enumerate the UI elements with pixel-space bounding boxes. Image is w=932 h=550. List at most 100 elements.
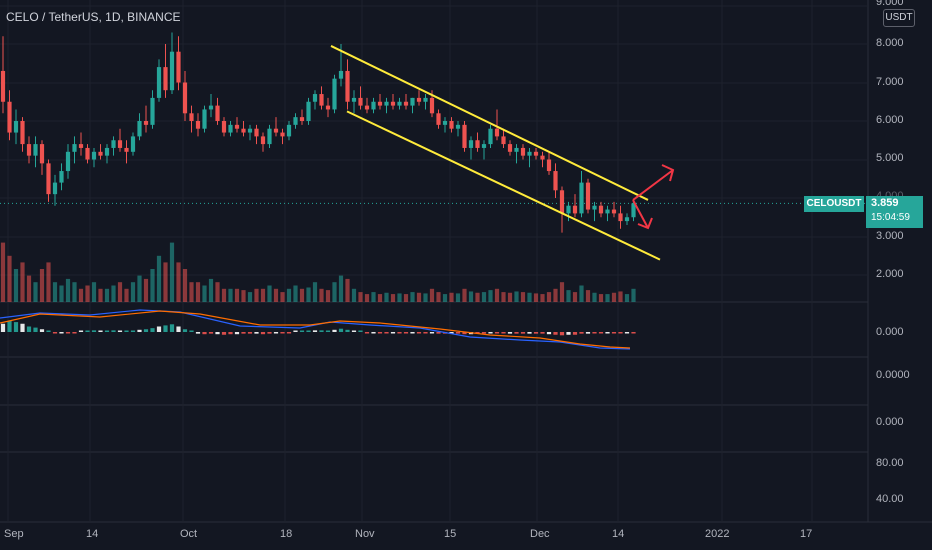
macd-histogram-bar <box>267 332 272 334</box>
macd-histogram-bar <box>241 332 246 334</box>
macd-histogram-bar <box>351 330 357 332</box>
macd-histogram-bar <box>559 332 565 336</box>
candle-down <box>585 182 591 210</box>
candle-down <box>429 97 435 114</box>
volume-bar <box>403 294 409 302</box>
macd-histogram-bar <box>215 332 220 335</box>
volume-bar <box>221 288 227 302</box>
macd-histogram-bar <box>455 332 461 334</box>
candle-down <box>163 67 168 91</box>
price-tick-7: 7.000 <box>876 76 904 88</box>
macd-histogram-bar <box>98 330 103 332</box>
candle-down <box>182 82 188 114</box>
volume-bar <box>468 291 474 302</box>
volume-bar <box>241 290 246 302</box>
macd-histogram-bar <box>371 332 376 334</box>
volume-bar <box>299 288 305 302</box>
volume-bar <box>13 269 19 302</box>
macd-histogram-bar <box>293 330 298 332</box>
macd-histogram-bar <box>137 329 142 332</box>
macd-histogram-bar <box>130 330 136 332</box>
macd-histogram-bar <box>72 332 77 334</box>
macd-histogram-bar <box>429 332 435 334</box>
macd-histogram-bar <box>449 332 454 334</box>
candle-up <box>624 217 630 222</box>
macd-histogram-bar <box>585 332 591 334</box>
candle-down <box>143 121 149 125</box>
volume-bar <box>501 292 506 302</box>
candle-down <box>20 121 25 145</box>
volume-bar <box>410 292 415 302</box>
candle-down <box>26 144 32 156</box>
volume-bar <box>358 292 363 302</box>
candle-up <box>293 117 298 125</box>
candle-down <box>98 151 103 156</box>
macd-histogram-bar <box>618 332 623 334</box>
candle-down <box>221 121 227 133</box>
macd-histogram-bar <box>572 332 578 335</box>
candle-up <box>312 94 318 102</box>
candle-up <box>150 97 155 125</box>
macd-histogram-bar <box>540 332 545 334</box>
volume-bar <box>533 293 539 302</box>
candle-up <box>481 144 487 148</box>
last-price-box: 3.859 15:04:59 <box>866 196 923 228</box>
volume-bar <box>33 282 38 302</box>
macd-histogram-bar <box>338 328 344 332</box>
macd-histogram-bar <box>624 332 630 334</box>
candle-down <box>345 70 350 102</box>
currency-button[interactable]: USDT <box>883 9 915 27</box>
candle-down <box>364 105 370 110</box>
candle-up <box>65 151 71 172</box>
volume-bar <box>247 292 253 302</box>
macd-histogram-bar <box>416 332 422 334</box>
candle-up <box>137 121 142 137</box>
rsi-tick-40: 40.00 <box>876 493 904 505</box>
candle-up <box>228 124 233 133</box>
volume-bar <box>234 288 240 302</box>
candle-down <box>611 209 617 214</box>
candle-down <box>598 205 604 214</box>
candle-down <box>215 105 220 121</box>
candle-down <box>436 113 441 125</box>
candle-down <box>280 132 285 137</box>
candle-up <box>592 205 597 210</box>
macd-histogram-bar <box>611 332 617 334</box>
macd-histogram-bar <box>384 332 389 334</box>
candle-up <box>104 147 110 156</box>
macd-histogram-bar <box>234 332 240 335</box>
volume-bar <box>611 292 617 302</box>
pane4-tick-zero: 0.000 <box>876 416 904 428</box>
arrow-down-head <box>637 217 653 230</box>
volume-bar <box>111 285 116 302</box>
volume-bar <box>202 285 207 302</box>
candle-down <box>85 147 90 160</box>
volume-bar <box>182 269 188 302</box>
macd-histogram-bar <box>260 332 266 335</box>
macd-histogram-bar <box>280 332 285 334</box>
macd-histogram-bar <box>33 327 38 332</box>
volume-bar <box>429 288 435 302</box>
volume-bar <box>442 294 448 302</box>
macd-histogram-bar <box>410 332 415 334</box>
volume-bar <box>345 278 350 302</box>
volume-bar <box>631 288 636 302</box>
volume-bar <box>286 288 292 302</box>
price-tick-3: 3.000 <box>876 230 904 242</box>
symbol-title[interactable]: CELO / TetherUS, 1D, BINANCE <box>6 10 181 24</box>
candle-down <box>7 101 12 133</box>
macd-histogram-bar <box>7 321 12 332</box>
volume-bar <box>124 288 129 302</box>
macd-histogram-bar <box>598 332 604 334</box>
candle-down <box>319 94 324 106</box>
volume-bar <box>98 288 103 302</box>
time-label-18-oct: 18 <box>280 528 293 540</box>
time-label-oct: Oct <box>180 528 198 540</box>
volume-bar <box>104 288 110 302</box>
candle-up <box>631 203 636 218</box>
volume-bar <box>332 282 337 302</box>
macd-histogram-bar <box>65 332 71 334</box>
macd-histogram-bar <box>579 332 584 334</box>
candle-up <box>579 182 584 214</box>
